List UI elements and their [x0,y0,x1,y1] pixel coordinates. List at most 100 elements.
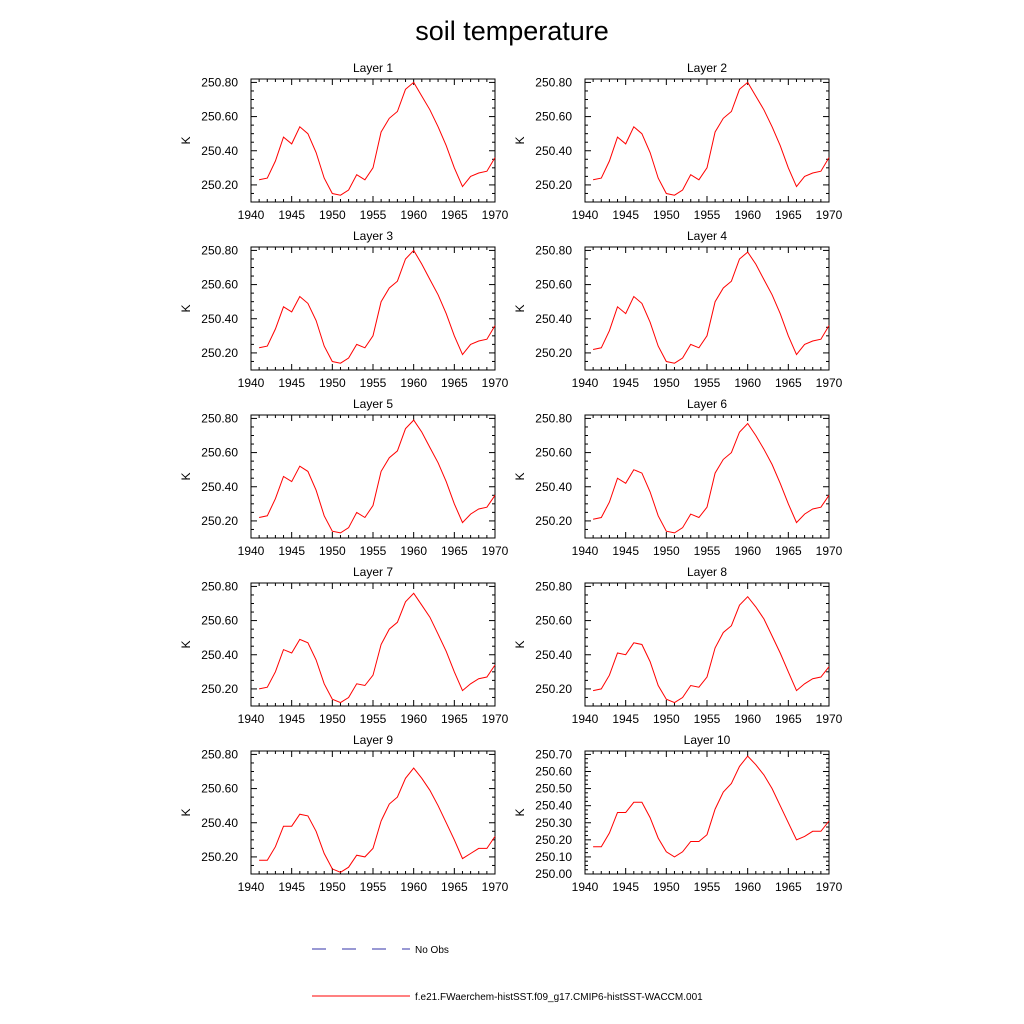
y-axis-label: K [513,808,527,816]
x-tick-label: 1945 [612,712,639,726]
series-line [259,767,496,873]
y-axis-label: K [513,136,527,144]
x-tick-label: 1960 [734,544,761,558]
x-tick-label: 1950 [653,880,680,894]
x-tick-label: 1950 [319,376,346,390]
y-tick-label: 250.20 [201,178,238,192]
y-tick-label: 250.80 [201,411,238,425]
x-tick-label: 1950 [319,208,346,222]
y-tick-label: 250.20 [535,178,572,192]
y-tick-label: 250.40 [535,312,572,326]
y-axis-label: K [179,136,193,144]
panel-title: Layer 9 [353,733,393,747]
y-tick-label: 250.70 [535,747,572,761]
plot-frame [584,582,830,707]
x-tick-label: 1970 [816,544,843,558]
x-tick-label: 1950 [653,544,680,558]
x-tick-label: 1970 [482,880,509,894]
plot-frame [250,582,496,707]
x-tick-label: 1950 [319,544,346,558]
y-tick-label: 250.60 [201,446,238,460]
x-tick-label: 1955 [694,376,721,390]
y-tick-label: 250.40 [201,144,238,158]
y-axis-label: K [179,472,193,480]
y-tick-label: 250.80 [535,75,572,89]
y-tick-label: 250.60 [535,110,572,124]
plot-frame [584,414,830,539]
y-tick-label: 250.40 [535,648,572,662]
x-tick-label: 1960 [734,712,761,726]
x-tick-label: 1960 [400,880,427,894]
plot-frame [250,750,496,875]
y-tick-label: 250.80 [201,747,238,761]
x-tick-label: 1945 [612,208,639,222]
series-line [592,251,830,364]
y-tick-label: 250.80 [535,579,572,593]
x-tick-label: 1970 [482,712,509,726]
legend-model-label: f.e21.FWaerchem-histSST.f09_g17.CMIP6-hi… [415,992,703,1003]
x-tick-label: 1950 [319,712,346,726]
x-tick-label: 1965 [775,208,802,222]
panel-title: Layer 10 [684,733,731,747]
panel-title: Layer 1 [353,61,393,75]
x-tick-label: 1945 [278,208,305,222]
x-tick-label: 1940 [238,208,265,222]
x-tick-label: 1955 [694,712,721,726]
y-tick-label: 250.80 [201,243,238,257]
x-tick-label: 1965 [441,880,468,894]
x-tick-label: 1945 [612,544,639,558]
x-tick-label: 1950 [653,376,680,390]
x-tick-label: 1940 [238,544,265,558]
y-tick-label: 250.80 [535,243,572,257]
x-tick-label: 1945 [278,880,305,894]
panel-layer-3: Layer 3 1940 1945 1950 1955 1960 1965 1970 250.2… [179,229,509,390]
x-tick-label: 1950 [653,208,680,222]
y-tick-label: 250.20 [535,833,572,847]
plot-frame [250,246,496,371]
x-tick-label: 1970 [816,712,843,726]
y-tick-label: 250.20 [535,514,572,528]
x-tick-label: 1945 [612,880,639,894]
x-tick-label: 1940 [572,712,599,726]
panel-layer-8: Layer 8 1940 1945 1950 1955 1960 1965 1970 250.2… [513,565,843,726]
y-tick-label: 250.10 [535,850,572,864]
panel-layer-6: Layer 6 1940 1945 1950 1955 1960 1965 1970 250.2… [513,397,843,558]
x-tick-label: 1965 [775,712,802,726]
y-tick-label: 250.80 [535,411,572,425]
y-tick-label: 250.80 [201,579,238,593]
y-tick-label: 250.30 [535,816,572,830]
x-tick-label: 1955 [360,376,387,390]
y-tick-label: 250.40 [535,144,572,158]
y-axis-label: K [513,472,527,480]
x-tick-label: 1970 [482,376,509,390]
panel-layer-2: Layer 2 1940 1945 1950 1955 1960 1965 1970 250.2… [513,61,843,222]
plot-frame [250,414,496,539]
x-tick-label: 1955 [360,880,387,894]
x-tick-label: 1970 [816,208,843,222]
x-tick-label: 1970 [816,880,843,894]
legend-no-obs-label: No Obs [415,945,449,956]
x-tick-label: 1955 [360,544,387,558]
y-tick-label: 250.60 [201,110,238,124]
series-line [592,422,830,534]
y-axis-label: K [179,304,193,312]
series-line [592,595,830,704]
series-line [258,249,496,364]
panel-title: Layer 4 [687,229,727,243]
series-line [258,592,496,704]
y-tick-label: 250.60 [201,278,238,292]
y-tick-label: 250.60 [535,614,572,628]
y-tick-label: 250.50 [535,782,572,796]
panel-title: Layer 5 [353,397,393,411]
panel-layer-9: Layer 9 1940 1945 1950 1955 1960 1965 1970 250.2… [179,733,509,894]
panel-layer-5: Layer 5 1940 1945 1950 1955 1960 1965 1970 250.2… [179,397,509,558]
y-tick-label: 250.00 [535,867,572,881]
x-tick-label: 1960 [734,208,761,222]
x-tick-label: 1960 [734,376,761,390]
x-tick-label: 1960 [734,880,761,894]
y-tick-label: 250.60 [535,765,572,779]
x-tick-label: 1945 [278,544,305,558]
series-line [593,755,830,858]
panel-grid: Layer 1 1940 1945 1950 1955 1960 1965 1970 250.2… [179,61,843,894]
